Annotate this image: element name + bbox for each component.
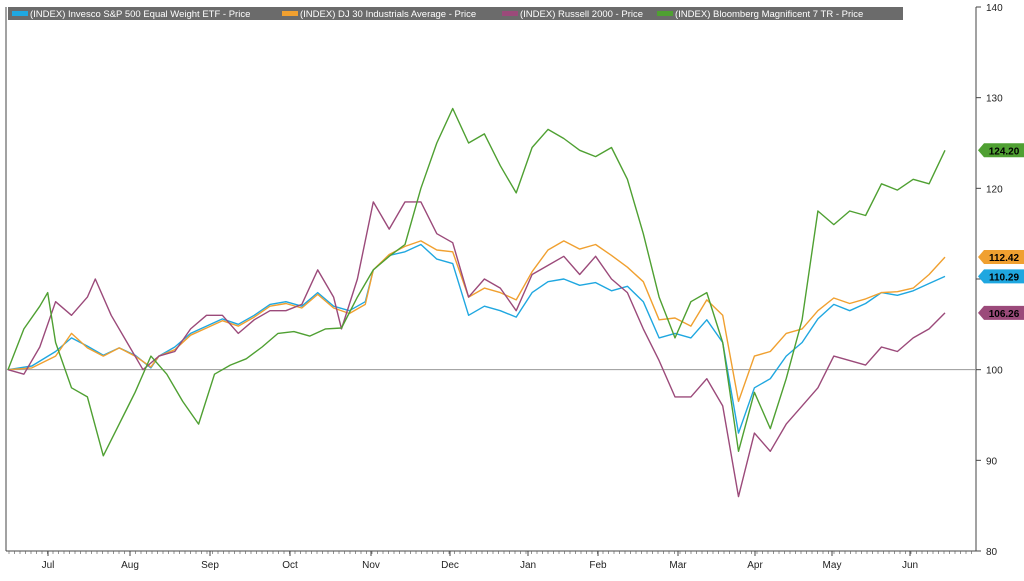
last-value-tag-0: [978, 269, 1024, 284]
x-tick-label: Jan: [520, 560, 536, 571]
legend-swatch-1: [282, 11, 298, 16]
last-value-label-2: 106.26: [989, 309, 1020, 320]
y-tick-label: 140: [986, 3, 1003, 14]
x-tick-label: Nov: [362, 560, 380, 571]
last-value-label-0: 110.29: [989, 272, 1019, 283]
x-tick-label: Aug: [121, 560, 139, 571]
y-tick-label: 80: [986, 547, 998, 558]
last-value-label-1: 112.42: [989, 253, 1019, 264]
series-line-3: [7, 107, 946, 457]
legend-background: [8, 7, 903, 20]
last-value-label-3: 124.20: [989, 146, 1020, 157]
legend-entry-2: (INDEX) Russell 2000 - Price: [520, 9, 643, 20]
legend: (INDEX) Invesco S&P 500 Equal Weight ETF…: [8, 7, 903, 20]
x-tick-label: Apr: [747, 560, 763, 571]
x-tick-label: Dec: [441, 560, 459, 571]
x-tick-label: Feb: [589, 560, 607, 571]
series-line-2: [7, 201, 946, 498]
y-tick-label: 120: [986, 184, 1003, 195]
last-value-tags: 110.29 112.42 106.26 124.20: [978, 143, 1024, 320]
x-tick-label: Jun: [902, 560, 918, 571]
y-tick-label: 90: [986, 456, 998, 467]
x-tick-label: Mar: [669, 560, 687, 571]
last-value-tag-3: [978, 143, 1024, 158]
legend-swatch-0: [12, 11, 28, 16]
x-tick-label: Sep: [201, 560, 219, 571]
legend-entry-3: (INDEX) Bloomberg Magnificent 7 TR - Pri…: [675, 9, 863, 20]
axes: 8090100110120130140JulAugSepOctNovDecJan…: [5, 3, 1003, 571]
y-tick-label: 130: [986, 94, 1003, 105]
legend-swatch-3: [657, 11, 673, 16]
series-line-1: [7, 240, 946, 403]
last-value-tag-1: [978, 250, 1024, 265]
legend-swatch-2: [502, 11, 518, 16]
legend-entry-0: (INDEX) Invesco S&P 500 Equal Weight ETF…: [30, 9, 250, 20]
last-value-tag-2: [978, 305, 1024, 320]
series-line-0: [7, 243, 946, 434]
legend-entry-1: (INDEX) DJ 30 Industrials Average - Pric…: [300, 9, 476, 20]
x-tick-label: Jul: [42, 560, 55, 571]
x-tick-label: Oct: [282, 560, 298, 571]
series-lines: [7, 107, 946, 498]
y-tick-label: 100: [986, 366, 1003, 377]
x-tick-label: May: [823, 560, 842, 571]
